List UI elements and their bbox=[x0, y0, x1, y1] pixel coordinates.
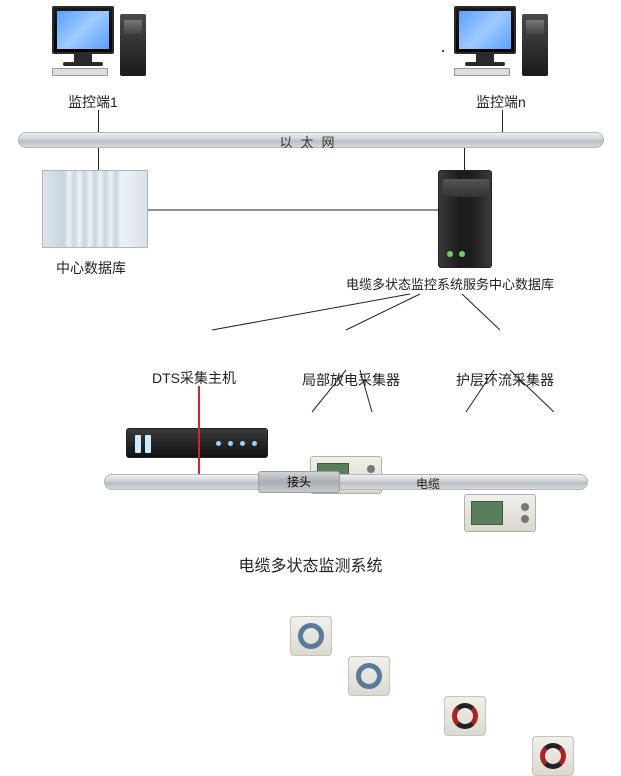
sheath-collector-icon bbox=[464, 494, 536, 532]
sensor-ring-icon bbox=[348, 656, 390, 696]
sensor-ring-icon bbox=[290, 616, 332, 656]
sensor-ring-icon bbox=[444, 696, 486, 736]
cable-label: 电缆 bbox=[416, 475, 440, 492]
dts-host-icon bbox=[126, 428, 268, 458]
cable-bus bbox=[104, 474, 588, 490]
dts-cable-line bbox=[198, 386, 200, 480]
diagram-title: 电缆多状态监测系统 bbox=[0, 552, 621, 576]
dts-host-label: DTS采集主机 bbox=[152, 368, 236, 388]
cable-joint-label: 接头 bbox=[287, 475, 311, 489]
sheath-collector-label: 护层环流采集器 bbox=[456, 370, 554, 390]
pd-collector-label: 局部放电采集器 bbox=[302, 370, 400, 390]
sensor-ring-icon bbox=[532, 736, 574, 776]
cable-joint: 接头 bbox=[258, 471, 340, 493]
